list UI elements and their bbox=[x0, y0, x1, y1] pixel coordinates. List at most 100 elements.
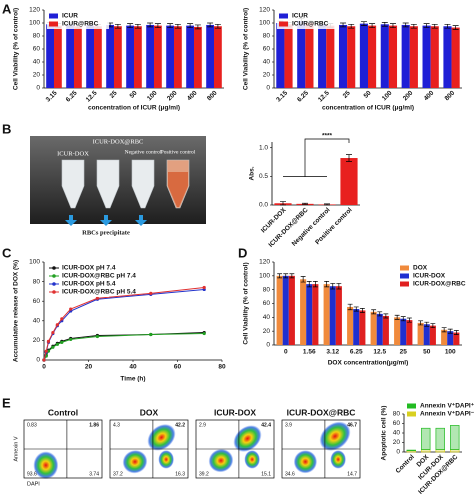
y-tick-label: 40 bbox=[263, 314, 271, 321]
error-bar bbox=[324, 281, 330, 288]
point bbox=[60, 340, 64, 344]
x-tick-label: 200 bbox=[402, 89, 415, 102]
legend-label: ICUR-DOX pH 7.4 bbox=[62, 265, 116, 272]
point bbox=[51, 330, 55, 335]
error-bar bbox=[300, 276, 306, 283]
x-tick-label: 60 bbox=[174, 364, 182, 371]
error-bar bbox=[383, 313, 389, 319]
x-tick-label: 3.15 bbox=[45, 89, 59, 103]
x-tick-label: 400 bbox=[186, 89, 199, 102]
y-axis-label: Cell Viability (% of control) bbox=[13, 8, 20, 90]
photo: ICUR-DOX@RBC ICUR-DOX Negative control P… bbox=[30, 136, 206, 236]
x-tick-label: 6.25 bbox=[296, 89, 310, 103]
legend-label: ICUR-DOX pH 5.4 bbox=[62, 281, 116, 288]
quadrant-value: 37.2 bbox=[113, 471, 123, 477]
panel-label: E bbox=[2, 395, 11, 410]
bar bbox=[388, 25, 398, 89]
legend-box bbox=[277, 11, 339, 29]
legend-label: ICUR-DOX@RBC pH 7.4 bbox=[62, 273, 136, 280]
density-cloud bbox=[122, 450, 148, 474]
bar bbox=[329, 286, 336, 345]
bar bbox=[347, 306, 354, 345]
error-bar bbox=[336, 283, 342, 290]
y-tick-label: 0 bbox=[396, 449, 400, 456]
density-cloud bbox=[208, 448, 234, 473]
error-bar bbox=[444, 23, 451, 29]
bar bbox=[338, 24, 348, 88]
y-tick-label: 120 bbox=[29, 7, 40, 14]
bar bbox=[380, 24, 389, 88]
x-tick-label: 400 bbox=[423, 89, 436, 102]
legend-swatch bbox=[407, 403, 416, 409]
legend-box bbox=[47, 263, 109, 297]
legend-swatch bbox=[49, 13, 58, 19]
x-tick-label: 12.5 bbox=[85, 89, 99, 103]
bar bbox=[447, 331, 454, 345]
bar bbox=[288, 275, 295, 345]
point bbox=[44, 349, 48, 353]
x-tick-label: 100 bbox=[381, 89, 394, 102]
density-cloud bbox=[244, 450, 260, 469]
x-tick-label: 20 bbox=[85, 364, 93, 371]
x-tick-label: 25 bbox=[400, 349, 408, 356]
density-cloud bbox=[33, 451, 59, 480]
y-tick-label: 20 bbox=[33, 72, 41, 79]
error-bar bbox=[430, 323, 436, 329]
error-bar bbox=[360, 21, 367, 26]
x-tick-label: 200 bbox=[166, 89, 179, 102]
x-tick-label: 25 bbox=[342, 89, 352, 99]
bar bbox=[423, 324, 430, 345]
error-bar bbox=[277, 273, 283, 279]
density-cloud bbox=[233, 425, 262, 452]
error-bar bbox=[289, 273, 295, 279]
error-bar bbox=[359, 307, 365, 313]
density-cloud bbox=[147, 424, 176, 451]
bar bbox=[422, 25, 431, 89]
arrows bbox=[65, 215, 147, 226]
point bbox=[69, 307, 73, 311]
bar-segment bbox=[421, 449, 431, 453]
bar bbox=[306, 284, 313, 345]
bar bbox=[318, 24, 327, 88]
legend-label: ICUR-DOX@RBC pH 5.4 bbox=[62, 289, 136, 296]
flow-title: ICUR-DOX bbox=[214, 407, 256, 417]
tube bbox=[131, 159, 155, 209]
error-bar bbox=[371, 309, 377, 315]
quadrant-value: 39.2 bbox=[199, 471, 209, 477]
bar bbox=[347, 26, 356, 88]
photo-label: Positive control bbox=[161, 149, 196, 155]
error-bar bbox=[402, 22, 409, 28]
quadrant-value: 1.86 bbox=[89, 422, 99, 428]
error-bar bbox=[377, 311, 383, 317]
legend-label: Annexin V⁺DAPI⁺ bbox=[420, 403, 474, 410]
panel-label: B bbox=[2, 121, 11, 136]
error-bar bbox=[410, 23, 417, 29]
arrow bbox=[65, 215, 77, 226]
y-tick-label: 20 bbox=[33, 337, 41, 344]
legend-label: ICUR@RBC bbox=[292, 21, 329, 28]
error-bar bbox=[330, 283, 336, 290]
legend-label: DOX bbox=[413, 265, 428, 272]
x-tick-label: 50 bbox=[363, 89, 373, 99]
line bbox=[43, 288, 205, 361]
legend-label: ICUR bbox=[62, 13, 78, 20]
bar bbox=[305, 23, 314, 88]
y-tick-label: 80 bbox=[33, 278, 41, 285]
bar bbox=[214, 26, 222, 88]
panel-label: C bbox=[2, 245, 12, 260]
x-tick-label: Control bbox=[395, 454, 416, 475]
bar-segment bbox=[421, 427, 431, 450]
error-bar bbox=[324, 203, 330, 206]
bar bbox=[409, 26, 418, 88]
y-tick-label: 0 bbox=[266, 342, 270, 349]
y-tick-label: 20 bbox=[393, 439, 401, 446]
photo-label: Negative control bbox=[125, 149, 162, 155]
photo-caption: RBCs precipitate bbox=[82, 229, 130, 236]
point bbox=[46, 339, 51, 343]
bar bbox=[74, 26, 82, 88]
legend-swatch bbox=[52, 282, 56, 286]
quadrant-value: 15.1 bbox=[261, 471, 271, 477]
bar bbox=[340, 158, 358, 205]
legend-label: ICUR-DOX bbox=[413, 273, 446, 280]
